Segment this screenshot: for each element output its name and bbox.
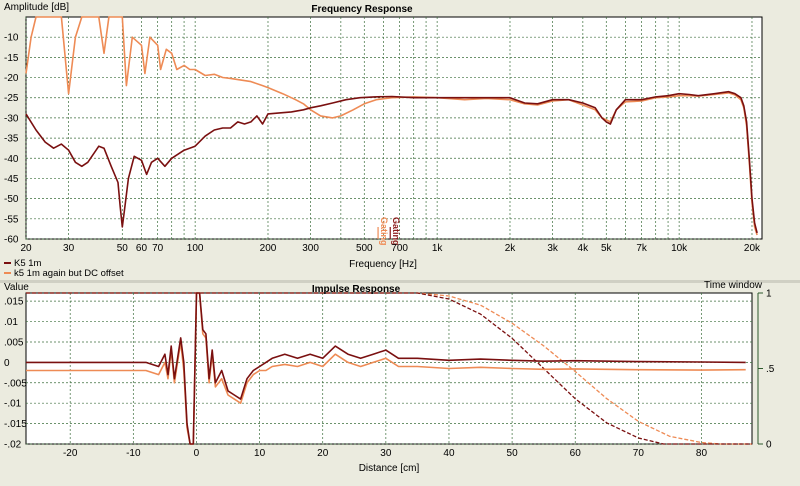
frequency-x-tick-label: 7k bbox=[636, 243, 648, 254]
legend-label-k5-dc-offset: k5 1m again but DC offset bbox=[14, 268, 124, 279]
impulse-x-tick-label: -20 bbox=[63, 448, 78, 459]
impulse-series-k5-1m bbox=[26, 292, 746, 445]
impulse-x-tick-label: 30 bbox=[380, 448, 392, 459]
frequency-x-tick-label: 2k bbox=[505, 243, 517, 254]
impulse-y-tick-label: .015 bbox=[4, 297, 24, 308]
impulse-x-tick-label: 80 bbox=[696, 448, 708, 459]
impulse-y-tick-label: -.02 bbox=[4, 440, 22, 451]
frequency-x-tick-label: 20 bbox=[20, 243, 32, 254]
frequency-y-tick-label: -40 bbox=[4, 154, 19, 165]
frequency-x-tick-label: 700 bbox=[391, 243, 408, 254]
panel-splitter[interactable] bbox=[0, 280, 800, 283]
frequency-y-tick-label: -25 bbox=[4, 93, 19, 104]
frequency-series-k5-1m-again-but-dc-offset bbox=[25, 16, 758, 236]
impulse-y-tick-label: -.015 bbox=[4, 419, 27, 430]
gating-marker-label: Gating bbox=[391, 217, 401, 246]
impulse-series-k5-1m-again-but-dc-offset bbox=[26, 292, 746, 445]
impulse-plot-area[interactable] bbox=[25, 292, 753, 445]
frequency-y-tick-label: -20 bbox=[4, 73, 19, 84]
frequency-grid bbox=[25, 17, 762, 240]
impulse-y-tick-label: 0 bbox=[4, 358, 10, 369]
frequency-y-tick-label: -45 bbox=[4, 174, 19, 185]
frequency-x-axis-title: Frequency [Hz] bbox=[349, 259, 417, 270]
impulse-x-tick-label: 10 bbox=[254, 448, 266, 459]
impulse-y-ticks: .015 .01 .005 0 -.005 -.01 -.015 -.02 bbox=[4, 297, 27, 451]
impulse-x-tick-label: 50 bbox=[507, 448, 519, 459]
frequency-x-tick-label: 30 bbox=[63, 243, 75, 254]
impulse-chart-title: Impulse Response bbox=[312, 284, 401, 295]
frequency-y-axis-title: Amplitude [dB] bbox=[4, 2, 69, 13]
frequency-x-tick-label: 20k bbox=[744, 243, 761, 254]
impulse-series-k5-1m-again-but-dc-offset-window bbox=[26, 292, 752, 445]
impulse-y2-axis-title: Time window bbox=[704, 280, 763, 291]
frequency-y-tick-label: -10 bbox=[4, 33, 19, 44]
frequency-x-tick-label: 500 bbox=[356, 243, 373, 254]
gating-marker-label: Gating bbox=[379, 217, 389, 246]
frequency-series-k5-1m bbox=[25, 90, 758, 234]
impulse-x-ticks: -20 -10 0 10 20 30 40 50 60 70 80 bbox=[63, 448, 708, 459]
frequency-x-ticks: 20 30 50 60 70 100 200 300 500 700 1k 2k 3k 4k 5k 7k 10k… bbox=[20, 243, 761, 254]
legend-label-k5-1m: K5 1m bbox=[14, 258, 42, 269]
frequency-y-tick-label: -50 bbox=[4, 194, 19, 205]
frequency-x-tick-label: 100 bbox=[187, 243, 204, 254]
frequency-x-tick-label: 1k bbox=[432, 243, 444, 254]
frequency-x-tick-label: 3k bbox=[547, 243, 559, 254]
frequency-y-tick-label: -15 bbox=[4, 53, 19, 64]
frequency-y-tick-label: -55 bbox=[4, 214, 19, 225]
impulse-y2-ticks: 1.50 bbox=[757, 289, 775, 451]
impulse-x-tick-label: 20 bbox=[317, 448, 329, 459]
frequency-series-group bbox=[25, 16, 758, 236]
impulse-y2-tick-label: 1 bbox=[766, 289, 772, 300]
frequency-x-tick-label: 200 bbox=[260, 243, 277, 254]
impulse-y-tick-label: .01 bbox=[4, 317, 18, 328]
frequency-x-tick-label: 10k bbox=[671, 243, 688, 254]
impulse-y-tick-label: .005 bbox=[4, 337, 24, 348]
impulse-y-axis-title: Value bbox=[4, 282, 29, 293]
frequency-x-tick-label: 5k bbox=[601, 243, 613, 254]
impulse-y2-tick-label: .5 bbox=[766, 364, 775, 375]
impulse-y2-tick-label: 0 bbox=[766, 440, 772, 451]
impulse-y-tick-label: -.005 bbox=[4, 378, 27, 389]
impulse-x-tick-label: -10 bbox=[126, 448, 141, 459]
gating-markers: Gating Gating bbox=[377, 217, 401, 246]
impulse-x-axis-title: Distance [cm] bbox=[359, 463, 420, 474]
frequency-x-tick-label: 300 bbox=[302, 243, 319, 254]
frequency-y-ticks: -10 -15 -20 -25 -30 -35 -40 -45 -50 -55 -60 bbox=[4, 33, 19, 246]
impulse-x-tick-label: 70 bbox=[633, 448, 645, 459]
impulse-y-tick-label: -.01 bbox=[4, 399, 22, 410]
frequency-x-tick-label: 50 bbox=[117, 243, 129, 254]
frequency-y-tick-label: -35 bbox=[4, 134, 19, 145]
impulse-x-tick-label: 60 bbox=[570, 448, 582, 459]
frequency-response-panel: Gating Gating -10 -15 -20 -25 -30 -35 -40 -45 -50… bbox=[4, 2, 763, 270]
legend: K5 1m k5 1m again but DC offset bbox=[4, 258, 124, 279]
frequency-plot-area[interactable] bbox=[25, 16, 763, 240]
frequency-x-tick-label: 4k bbox=[578, 243, 590, 254]
frequency-chart-title: Frequency Response bbox=[311, 4, 413, 15]
impulse-x-tick-label: 0 bbox=[194, 448, 200, 459]
frequency-x-tick-label: 70 bbox=[152, 243, 164, 254]
frequency-y-tick-label: -60 bbox=[4, 235, 19, 246]
frequency-y-tick-label: -30 bbox=[4, 113, 19, 124]
impulse-series-group bbox=[26, 292, 752, 445]
impulse-x-tick-label: 40 bbox=[443, 448, 455, 459]
frequency-x-tick-label: 60 bbox=[136, 243, 148, 254]
